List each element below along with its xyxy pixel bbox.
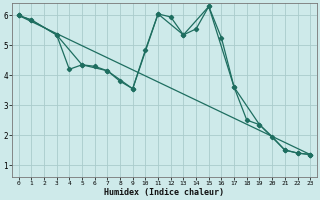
X-axis label: Humidex (Indice chaleur): Humidex (Indice chaleur)	[104, 188, 224, 197]
